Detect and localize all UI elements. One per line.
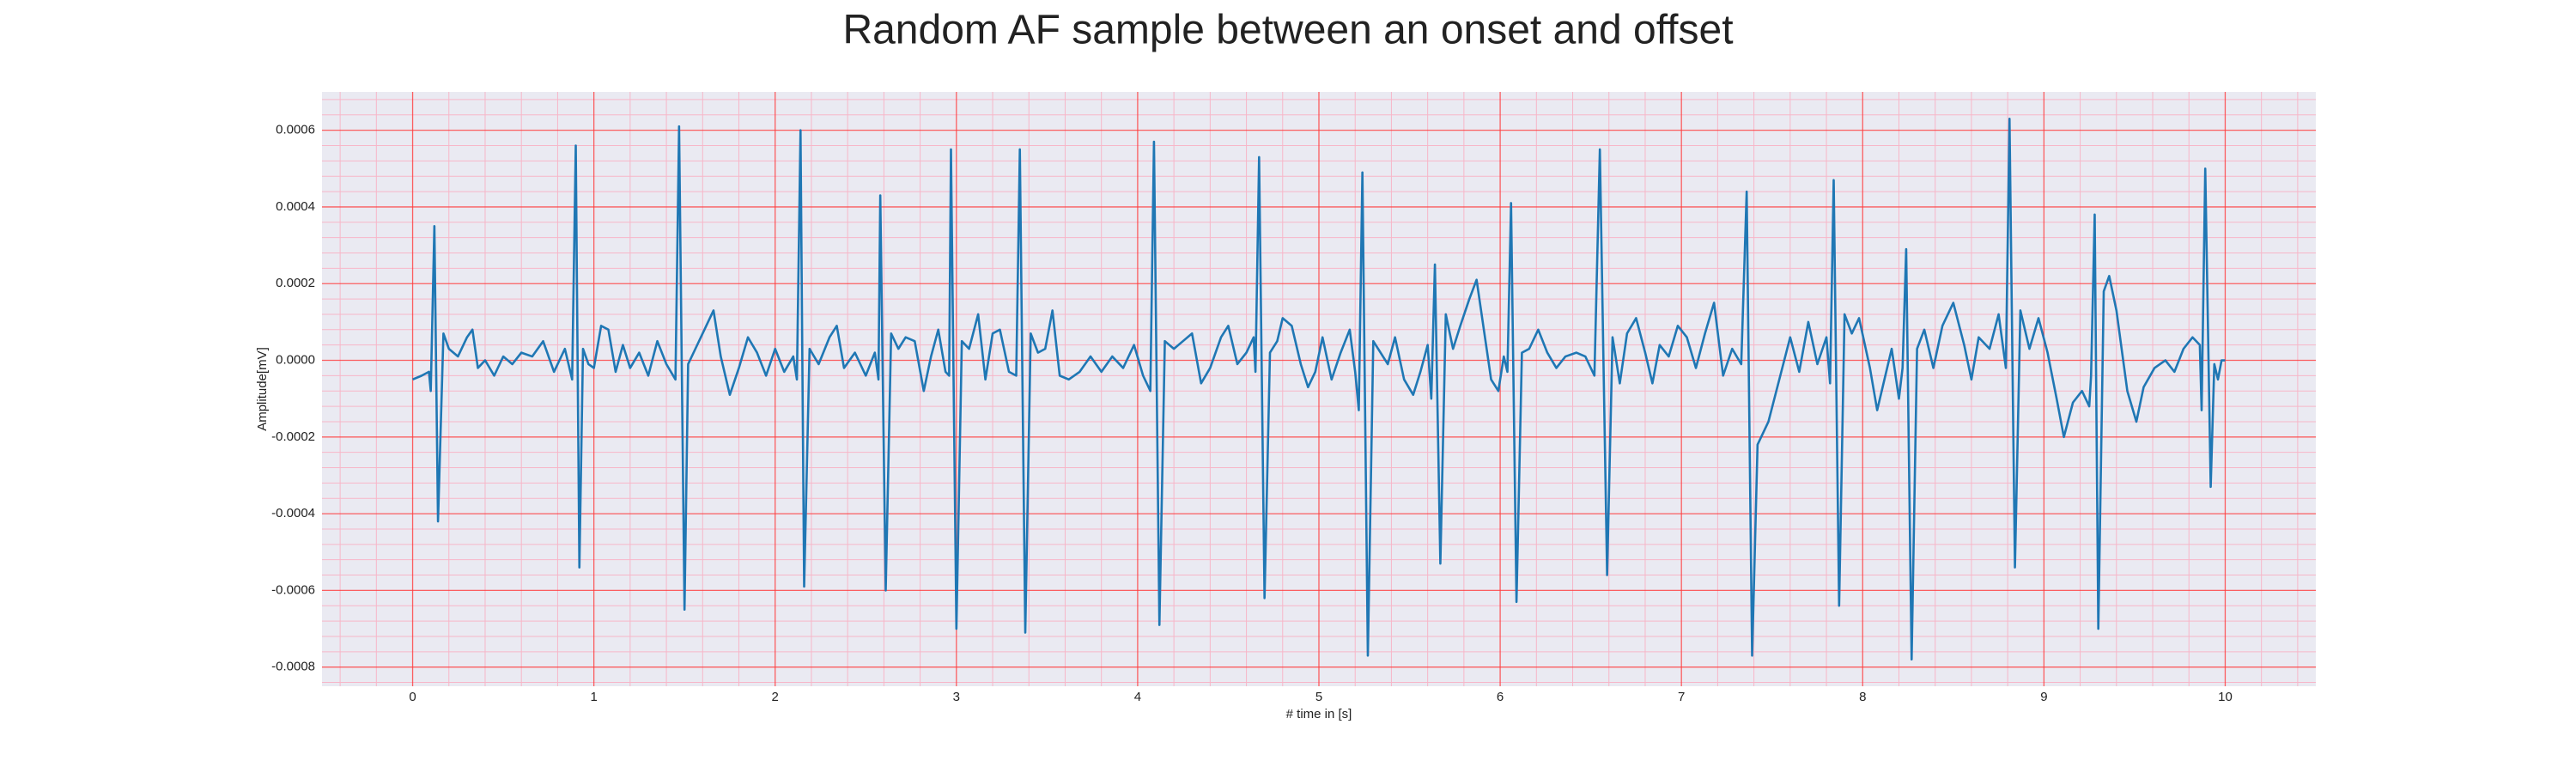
x-tick-label: 6 (1497, 690, 1504, 704)
x-tick-label: 9 (2040, 690, 2047, 704)
y-tick-label: 0.0000 (276, 352, 315, 367)
x-tick-label: 7 (1678, 690, 1685, 704)
x-tick-label: 2 (772, 690, 779, 704)
x-tick-label: 1 (590, 690, 597, 704)
signal-line (412, 117, 2226, 661)
y-tick-label: 0.0004 (276, 199, 315, 214)
x-tick-label: 8 (1859, 690, 1866, 704)
x-tick-label: 0 (409, 690, 416, 704)
y-tick-label: -0.0008 (271, 660, 315, 674)
x-tick-label: 4 (1134, 690, 1141, 704)
y-tick-label: -0.0006 (271, 582, 315, 597)
chart-title: Random AF sample between an onset and of… (842, 8, 1733, 53)
y-tick-label: -0.0004 (271, 506, 315, 520)
y-axis-label: Amplitude[mV] (255, 347, 270, 431)
y-tick-label: 0.0006 (276, 123, 315, 137)
x-tick-label: 3 (953, 690, 960, 704)
y-tick-label: -0.0002 (271, 429, 315, 444)
x-axis-label: # time in [s] (1286, 707, 1352, 721)
x-tick-label: 10 (2218, 690, 2233, 704)
x-tick-label: 5 (1315, 690, 1322, 704)
y-tick-label: 0.0002 (276, 276, 315, 290)
